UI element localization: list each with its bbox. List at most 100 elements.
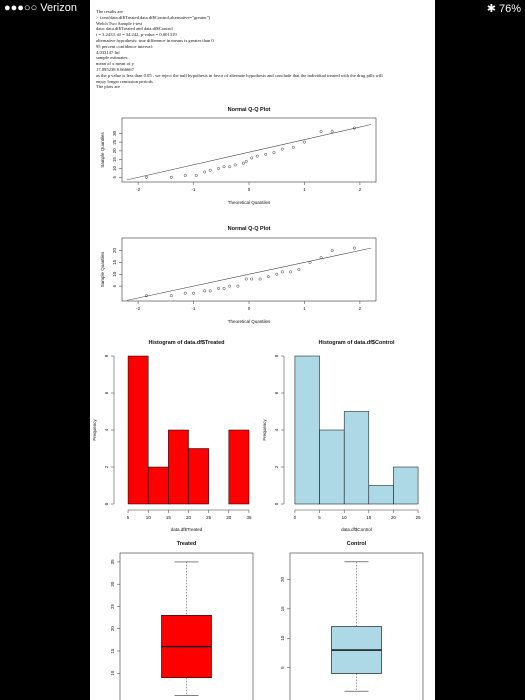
y-tick-label: 6 — [104, 391, 109, 394]
output-line: data: data.df$Treated and data.df$Contro… — [96, 26, 173, 32]
battery-indicator: ✱ 76% — [486, 3, 521, 15]
output-line: as the p value is less than 0.05 , we re… — [96, 72, 383, 78]
y-tick-label: 25 — [112, 139, 117, 145]
document-page[interactable]: The results are > t.test(data.df$Treated… — [90, 0, 435, 700]
y-tick-label: 10 — [112, 271, 117, 277]
output-line: > t.test(data.df$Treated,data.df$Control… — [96, 14, 211, 20]
output-line: sample estimates: — [96, 55, 129, 61]
r-output-text: The results are > t.test(data.df$Treated… — [96, 9, 426, 90]
y-tick-label: 20 — [280, 576, 285, 582]
y-axis-label: Frequency — [92, 419, 97, 441]
output-line: 4.033147 Inf — [96, 49, 120, 55]
output-line: Welch Two Sample t-test — [96, 20, 143, 26]
x-axis-label: Theoretical Quantiles — [228, 200, 271, 205]
y-tick-label: 30 — [112, 130, 117, 136]
chart-title: Normal Q-Q Plot — [228, 107, 271, 113]
qq-reference-line — [126, 124, 372, 181]
qq-point — [280, 147, 284, 151]
qq-point — [352, 126, 356, 130]
output-line: The plots are — [96, 84, 120, 90]
qq-point — [297, 268, 301, 271]
qq-point — [266, 275, 270, 279]
plots-canvas: Normal Q-Q Plot-2 -1 0 1 251015202530Theoret… — [92, 107, 424, 700]
chart-title: Control — [347, 541, 367, 547]
qq-point — [203, 170, 207, 174]
qq-point — [169, 175, 173, 179]
qq-point — [236, 284, 240, 288]
x-axis-label: data.df$Treated — [171, 527, 203, 532]
x-axis-label: Theoretical Quantiles — [228, 319, 271, 324]
qq-point — [203, 289, 207, 293]
output-line: The results are — [96, 9, 124, 14]
output-line: t = 3.2433, df = 34.242, p-value = 0.001… — [96, 32, 177, 38]
qq-point — [291, 145, 295, 149]
y-tick-label: 20 — [110, 626, 115, 632]
qq-point — [308, 260, 312, 264]
x-tick-label: 1 — [303, 187, 306, 192]
y-tick-label: 5 — [112, 176, 117, 179]
qq-point — [303, 140, 306, 144]
x-tick-label: 5 — [318, 515, 321, 520]
y-tick-label: 5 — [112, 284, 117, 287]
y-tick-label: 15 — [280, 606, 285, 612]
y-axis-label: Sample Quantiles — [100, 131, 105, 167]
qq-point — [233, 163, 237, 167]
y-tick-label: 15 — [112, 157, 117, 163]
histogram-bar — [368, 485, 394, 505]
qq-point — [352, 246, 356, 250]
histogram-bar — [168, 429, 189, 505]
qq-point — [250, 156, 254, 160]
output-line: enjoy longer remission periods — [96, 78, 153, 84]
histogram-bar — [147, 466, 169, 505]
qq-point — [330, 130, 334, 133]
y-axis-label: Frequency — [262, 419, 267, 441]
y-tick-label: 8 — [274, 354, 279, 357]
plot-frame — [121, 237, 377, 302]
qq-point — [228, 284, 232, 288]
y-tick-label: 4 — [274, 428, 279, 431]
qq-point — [169, 294, 173, 298]
y-tick-label: 15 — [112, 259, 117, 265]
y-tick-label: 30 — [110, 581, 115, 587]
x-tick-label: 1 — [303, 306, 306, 311]
histogram-bar — [294, 355, 320, 505]
status-bar: ●●●○○ Verizon ✱ 76% — [0, 0, 525, 18]
x-tick-label: 10 — [342, 515, 348, 520]
output-line: 17.095238 8.666667 — [96, 66, 134, 72]
y-axis-label: Sample Quantiles — [100, 251, 105, 287]
qq-point — [280, 270, 284, 274]
carrier-signal: ●●●○○ Verizon — [4, 2, 77, 14]
qq-point — [264, 152, 268, 156]
x-tick-label: -2 — [136, 306, 140, 311]
histogram-bar — [127, 355, 149, 505]
qq-point — [250, 277, 254, 281]
y-tick-label: 35 — [110, 559, 115, 565]
output-line: mean of x mean of y — [96, 61, 134, 67]
output-line: alternative hypothesis: true difference … — [96, 37, 214, 43]
y-tick-label: 5 — [280, 666, 285, 669]
y-tick-label: 6 — [274, 391, 279, 394]
x-tick-label: 25 — [206, 515, 212, 520]
qq-point — [255, 154, 259, 158]
qq-point — [208, 168, 212, 172]
y-tick-label: 10 — [110, 670, 115, 676]
x-tick-label: 35 — [246, 515, 252, 520]
chart-title: Treated — [177, 541, 197, 547]
qq-point — [289, 270, 293, 274]
qq-point — [217, 287, 220, 290]
qq-point — [244, 277, 248, 281]
x-tick-label: 20 — [186, 515, 192, 520]
qq-point — [222, 165, 226, 169]
y-tick-label: 8 — [104, 354, 109, 357]
qq-point — [228, 165, 232, 169]
qq-point — [330, 249, 334, 252]
x-tick-label: -2 — [136, 187, 140, 192]
x-tick-label: 30 — [226, 515, 232, 520]
x-tick-label: 25 — [416, 515, 422, 520]
qq-point — [319, 256, 323, 260]
histogram-bar — [393, 466, 419, 505]
qq-point — [208, 289, 212, 293]
x-tick-label: 15 — [366, 515, 372, 520]
histogram-bar — [228, 429, 250, 505]
x-tick-label: -1 — [192, 306, 196, 311]
